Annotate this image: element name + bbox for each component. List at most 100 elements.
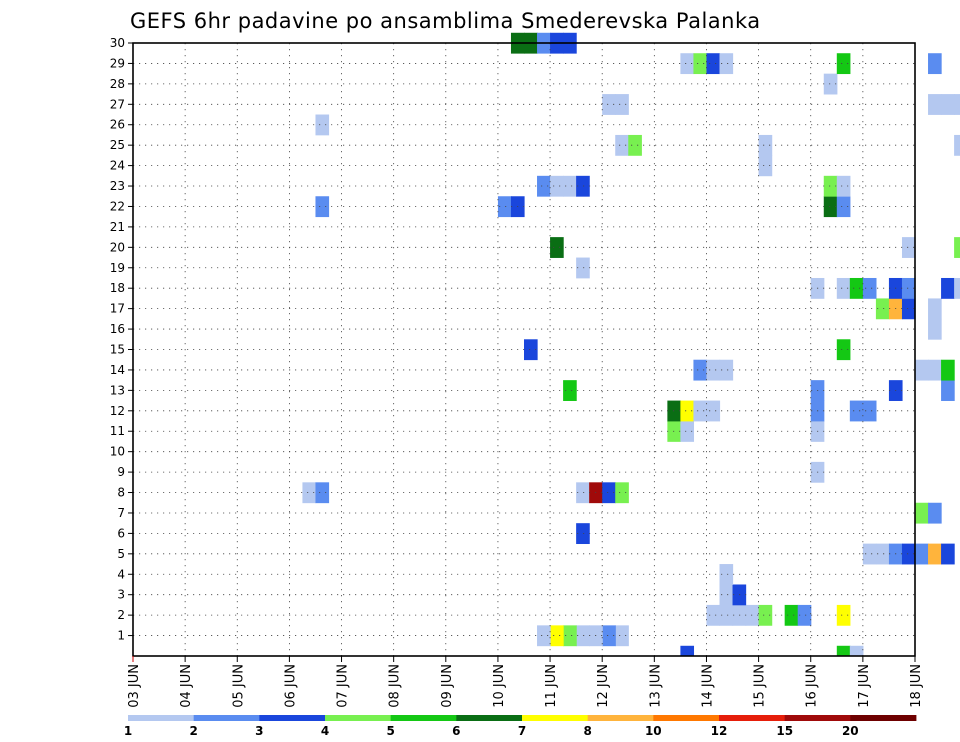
x-tick-label: 08 JUN [388,664,403,708]
colorbar-swatch [784,715,851,721]
heatmap-cell [954,134,960,156]
heatmap-cell [901,543,916,565]
heatmap-cell [954,277,960,299]
y-tick-label: 27 [110,97,125,111]
y-tick-label: 9 [117,465,125,479]
heatmap-cell [680,645,695,656]
colorbar-swatch [850,715,917,721]
y-tick-label: 23 [110,179,125,193]
heatmap-cell [928,298,942,320]
heatmap-cell [576,482,590,504]
heatmap-cell [563,175,577,197]
heatmap-cell [719,604,734,626]
colorbar-swatch [587,715,654,721]
heatmap-cell [680,421,695,442]
heatmap-cell [524,339,538,361]
heatmap-cell [823,196,838,218]
y-tick-label: 20 [110,240,125,254]
heatmap-cell [941,94,955,115]
x-axis: 03 JUN 04 JUN 05 JUN 06 JUN 07 JUN 08 JUN 09 J… [127,656,924,708]
heatmap-cell [849,645,864,656]
x-tick-label: 10 JUN [492,664,507,708]
x-tick-label: 05 JUN [231,664,246,708]
heatmap-cell [550,237,564,258]
y-tick-label: 17 [110,302,125,316]
heatmap-cell [550,175,564,197]
heatmap-cell [628,134,642,156]
x-tick-label: 11 JUN [544,664,559,708]
heatmap-cell [928,318,942,340]
heatmap-cell [563,380,577,401]
heatmap-cell [706,604,721,626]
colorbar-label: 8 [584,724,592,738]
heatmap-cell [576,523,590,545]
heatmap-cell [862,277,877,299]
heatmap-cell [941,380,955,401]
colorbar-label: 6 [452,724,460,738]
colorbar-swatch [325,715,392,721]
x-tick-label: 07 JUN [336,664,351,708]
heatmap-cell [836,196,851,218]
heatmap-cell [719,584,734,606]
y-tick-label: 22 [110,199,125,213]
heatmap-cell [302,482,317,504]
colorbar-swatch [719,715,786,721]
heatmap-cell [849,400,864,422]
heatmap-cell [823,175,838,197]
heatmap-cell [602,94,616,115]
y-tick-label: 16 [110,322,125,336]
y-tick-label: 18 [110,281,125,295]
heatmap-cell [941,543,955,565]
heatmap-cell [615,94,629,115]
colorbar-swatch [390,715,457,721]
heatmap-cell [315,196,330,218]
heatmap-cell [719,564,734,585]
x-tick-label: 14 JUN [701,664,716,708]
heatmap-cell [563,625,577,647]
heatmap-cell [576,257,590,279]
heatmap-cell [901,277,916,299]
heatmap-cell [915,543,929,565]
x-tick-label: 12 JUN [596,664,611,708]
heatmap-cell [928,94,942,115]
heatmap-cell [680,53,695,75]
heatmap-cell [941,277,955,299]
heatmap-cell [615,134,629,156]
heatmap-cell [576,175,590,197]
heatmap-cell [758,604,773,626]
heatmap-cell [315,114,330,136]
heatmap-cell [901,298,916,320]
heatmap-cell [836,277,851,299]
colorbar-label: 5 [387,724,395,738]
x-tick-label: 03 JUN [127,664,142,708]
heatmap-cell [849,277,864,299]
heatmap-cell [602,625,616,647]
colorbar-label: 7 [518,724,526,738]
heatmap-cell [836,175,851,197]
x-tick-label: 15 JUN [753,664,768,708]
heatmap-cell [836,53,851,75]
x-tick-label: 13 JUN [648,664,663,708]
heatmap-cell [901,237,916,258]
colorbar-label: 4 [321,724,329,738]
heatmap-cell [862,400,877,422]
colorbar-label: 20 [842,724,859,738]
heatmap-cell [928,359,942,381]
y-tick-label: 13 [110,383,125,397]
y-tick-label: 3 [117,588,125,602]
heatmap-cell [941,359,955,381]
heatmap-cell [719,53,734,75]
heatmap-cell [706,53,721,75]
heatmap-cell [706,400,721,422]
colorbar-label: 2 [190,724,198,738]
colorbar-label: 1 [124,724,132,738]
y-tick-label: 26 [110,118,125,132]
heatmap-cell [615,625,629,647]
heatmap-cell [875,298,890,320]
colorbar-label: 3 [255,724,263,738]
heatmap-cell [745,604,760,626]
y-tick-label: 14 [110,363,125,377]
y-tick-label: 2 [117,608,125,622]
heatmap-cell [615,482,629,504]
colorbar-swatch [456,715,523,721]
